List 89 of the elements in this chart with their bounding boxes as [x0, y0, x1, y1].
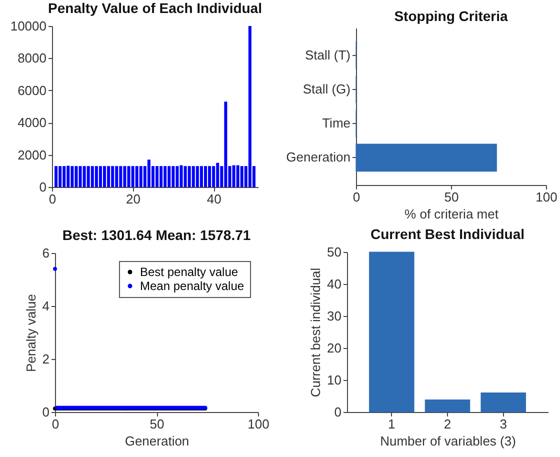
- y-tick-label: 4: [42, 298, 50, 314]
- bar: [240, 166, 244, 187]
- x-tick-label: 50: [444, 190, 459, 204]
- bar: [103, 166, 106, 187]
- bar: [248, 26, 252, 187]
- bar: [172, 166, 175, 187]
- bar: [188, 166, 191, 187]
- bar: [135, 166, 138, 187]
- y-tick-label: 2000: [18, 147, 46, 162]
- bar: [236, 165, 240, 187]
- y-tick-label: 0: [39, 180, 46, 194]
- y-tick-label: 10000: [10, 18, 46, 34]
- x-tick-label: 100: [248, 416, 270, 432]
- bar: [156, 166, 159, 187]
- bar: [184, 166, 187, 187]
- y-tick-label: 20: [327, 340, 342, 356]
- y-tick-label: 10: [327, 372, 342, 388]
- y-tick-label: 6000: [18, 82, 46, 98]
- bar: [58, 166, 62, 187]
- y-tick-label: 6: [42, 246, 50, 260]
- legend-label: Best penalty value: [140, 265, 238, 279]
- x-tick-label: 3: [500, 416, 507, 432]
- y-tick-label: 0: [334, 404, 342, 420]
- bar: [70, 166, 74, 187]
- bar: [168, 166, 171, 187]
- bar: [115, 166, 118, 187]
- bar: [212, 166, 216, 187]
- y-axis-title: Penalty value: [23, 294, 38, 372]
- bar: [192, 166, 195, 187]
- x-tick-label: 100: [536, 190, 558, 204]
- bar: [204, 166, 207, 187]
- legend-label: Mean penalty value: [140, 279, 244, 293]
- bar: [78, 166, 82, 187]
- bar: [131, 166, 134, 187]
- bar: [232, 165, 236, 187]
- y-tick-label: 30: [327, 308, 342, 324]
- bar: [62, 166, 66, 187]
- bar: [216, 162, 220, 187]
- bar: [123, 166, 126, 187]
- bar: [180, 165, 183, 187]
- x-tick-label: 0: [52, 416, 60, 432]
- bar: [208, 166, 212, 187]
- x-axis-title: Number of variables (3): [380, 434, 516, 448]
- bar: [160, 166, 163, 187]
- y-tick-label: Time: [322, 116, 350, 131]
- bar: [196, 166, 199, 187]
- chart-title: Stopping Criteria: [394, 8, 508, 24]
- chart-title: Best: 1301.64 Mean: 1578.71: [62, 227, 251, 243]
- chart-title: Penalty Value of Each Individual: [48, 0, 262, 16]
- bar: [164, 166, 167, 187]
- y-tick-label: Stall (T): [305, 47, 350, 62]
- bar: [74, 166, 78, 187]
- bar: [369, 252, 414, 412]
- x-tick-label: 1: [388, 416, 396, 432]
- x-tick-label: 40: [206, 192, 222, 206]
- y-tick-label: 50: [327, 244, 342, 260]
- bar: [119, 166, 122, 187]
- bar: [98, 166, 102, 187]
- x-tick-label: 50: [150, 416, 164, 432]
- x-axis-title: % of criteria met: [404, 206, 499, 222]
- bar: [480, 392, 526, 412]
- bar: [94, 166, 98, 187]
- y-tick-label: 2: [42, 352, 50, 366]
- bar: [127, 166, 130, 187]
- bar: [176, 166, 179, 187]
- bar: [139, 166, 142, 187]
- x-tick-label: 0: [352, 190, 360, 204]
- bar: [54, 166, 58, 187]
- bar: [86, 166, 90, 187]
- bar: [82, 166, 86, 187]
- y-tick-label: 8000: [18, 50, 46, 66]
- y-tick-label: Generation: [286, 150, 350, 165]
- bar: [107, 166, 110, 187]
- bar: [111, 166, 114, 187]
- bar: [424, 400, 470, 412]
- bar: [66, 166, 70, 187]
- chart-title: Current Best Individual: [370, 226, 525, 242]
- bar: [147, 160, 150, 187]
- y-tick-label: 0: [42, 404, 50, 420]
- y-tick-label: Stall (G): [302, 81, 350, 96]
- y-tick-label: 40: [327, 276, 342, 292]
- x-tick-label: 20: [126, 192, 141, 206]
- x-tick-label: 2: [444, 416, 452, 432]
- y-tick-label: 4000: [18, 115, 46, 130]
- bar: [200, 166, 203, 187]
- x-axis-title: Generation: [124, 434, 190, 448]
- y-axis-title: Current best individual: [308, 268, 324, 398]
- bar: [224, 102, 228, 187]
- bar: [90, 166, 94, 187]
